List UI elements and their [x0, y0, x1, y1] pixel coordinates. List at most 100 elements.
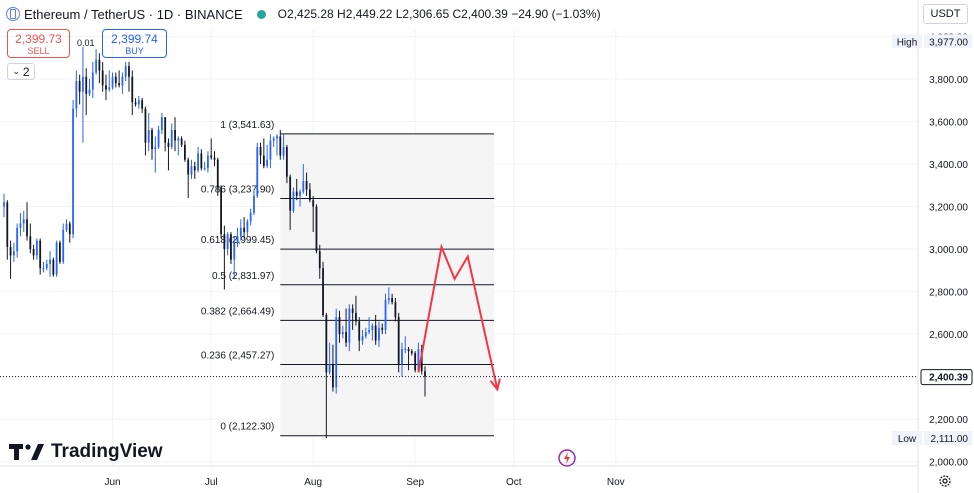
- candle-body: [193, 166, 196, 171]
- candle-body: [187, 159, 190, 175]
- candle-body: [141, 100, 144, 109]
- candle-body: [121, 76, 124, 86]
- candle-body: [78, 81, 81, 92]
- candle-body: [246, 221, 249, 233]
- candle-body: [203, 168, 206, 170]
- candle-body: [381, 327, 384, 330]
- candle-body: [220, 187, 222, 235]
- candle-body: [45, 263, 48, 269]
- candle-body: [207, 155, 209, 169]
- candle-body: [361, 336, 364, 341]
- candle-body: [384, 300, 387, 330]
- candle-body: [312, 200, 315, 207]
- indicators-count: 2: [22, 64, 30, 79]
- candle-body: [128, 66, 130, 77]
- candle-body: [164, 117, 167, 143]
- candle-body: [292, 191, 295, 211]
- candle-body: [9, 246, 12, 256]
- candle-body: [111, 76, 114, 88]
- fib-level-label: 0 (2,122.30): [220, 422, 274, 433]
- symbol-title[interactable]: Ethereum / TetherUS · 1D · BINANCE: [24, 6, 243, 22]
- buy-button[interactable]: 2,399.74 BUY: [102, 29, 167, 58]
- candle-body: [404, 349, 407, 351]
- sell-label: SELL: [27, 46, 50, 56]
- candle-body: [358, 321, 361, 341]
- settings-gear-icon[interactable]: [938, 474, 952, 488]
- candle-body: [170, 129, 173, 147]
- price-axis-label: 3,200.00: [929, 203, 968, 214]
- candle-body: [285, 146, 288, 177]
- candle-body: [269, 140, 272, 160]
- candle-body: [249, 212, 252, 222]
- candle-body: [29, 236, 32, 250]
- candle-body: [177, 138, 180, 141]
- candle-body: [371, 325, 374, 330]
- time-axis-label: Aug: [304, 477, 322, 488]
- candle-body: [417, 349, 420, 371]
- low-value-badge: [924, 431, 972, 446]
- fib-level-label: 0.5 (2,831.97): [212, 271, 274, 282]
- candle-body: [424, 371, 426, 377]
- candle-body: [190, 166, 193, 175]
- candle-body: [32, 249, 35, 256]
- candle-body: [62, 229, 65, 262]
- candle-body: [318, 251, 321, 269]
- sell-button[interactable]: 2,399.73 SELL: [7, 29, 70, 58]
- candle-body: [401, 349, 403, 364]
- candle-body: [42, 268, 45, 270]
- last-price-label: 2,400.39: [929, 373, 968, 384]
- candle-body: [279, 136, 282, 156]
- candle-body: [114, 76, 117, 84]
- candle-body: [266, 159, 269, 167]
- candle-body: [16, 227, 19, 252]
- price-axis-label: 3,600.00: [929, 117, 968, 128]
- candle-body: [341, 332, 344, 335]
- flash-icon[interactable]: [558, 449, 576, 467]
- candle-body: [348, 308, 351, 343]
- candle-body: [118, 83, 121, 86]
- time-axis-label: Nov: [607, 477, 625, 488]
- candle-body: [345, 332, 347, 343]
- fib-level-label: 0.786 (3,237.90): [201, 184, 274, 195]
- indicators-toggle[interactable]: ⌄ 2: [7, 63, 35, 80]
- candle-body: [98, 59, 101, 71]
- candle-body: [355, 312, 357, 322]
- price-axis-label: 2,000.00: [929, 458, 968, 469]
- candle-body: [85, 76, 88, 94]
- fib-level-label: 0.382 (2,664.49): [201, 306, 274, 317]
- price-axis-label: 2,800.00: [929, 288, 968, 299]
- candle-body: [299, 191, 301, 196]
- candle-body: [414, 353, 417, 371]
- candle-body: [289, 176, 292, 211]
- projection-arrow-path: [417, 243, 499, 390]
- candle-body: [65, 223, 68, 230]
- candle-body: [253, 195, 255, 213]
- price-axis-label: 3,800.00: [929, 75, 968, 86]
- price-axis-label: 2,200.00: [929, 415, 968, 426]
- high-marker-badge: [892, 34, 922, 49]
- candle-body: [308, 189, 311, 201]
- candle-body: [19, 223, 22, 228]
- price-axis-label: 2,600.00: [929, 330, 968, 341]
- currency-button[interactable]: USDT: [923, 4, 968, 24]
- candle-body: [200, 153, 203, 169]
- candle-body: [210, 155, 213, 158]
- candle-body: [391, 297, 394, 303]
- candle-body: [368, 329, 370, 333]
- branding-text: TradingView: [51, 441, 163, 462]
- tradingview-logo-icon: [9, 444, 44, 460]
- candle-body: [216, 159, 219, 188]
- candle-body: [35, 240, 38, 256]
- candle-body: [101, 70, 104, 86]
- candle-body: [154, 146, 157, 150]
- price-axis-label: 3,400.00: [929, 160, 968, 171]
- candle-body: [91, 72, 94, 90]
- high-marker-label: High: [897, 37, 918, 48]
- candle-body: [151, 129, 153, 150]
- candle-body: [243, 227, 246, 233]
- ethereum-icon: [6, 7, 20, 21]
- ohlc-readout: O2,425.28 H2,449.22 L2,306.65 C2,400.39 …: [277, 7, 601, 21]
- candle-body: [174, 129, 176, 141]
- candle-body: [397, 317, 400, 364]
